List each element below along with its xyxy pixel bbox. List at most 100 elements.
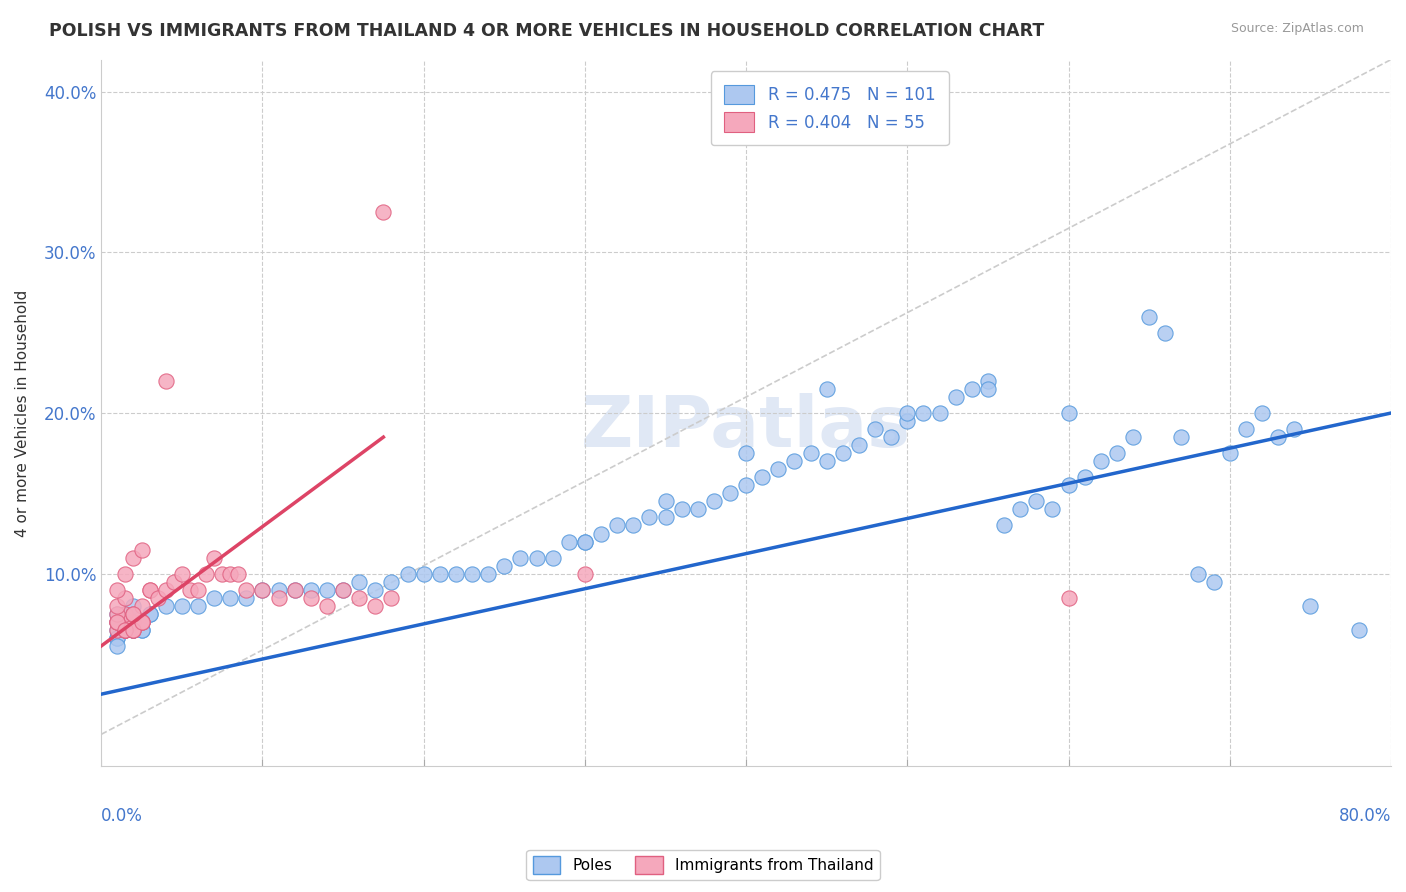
Point — [896, 414, 918, 428]
Point — [703, 494, 725, 508]
Point — [654, 494, 676, 508]
Point — [509, 550, 531, 565]
Point — [686, 502, 709, 516]
Text: 0.0%: 0.0% — [101, 806, 143, 824]
Point — [122, 615, 145, 629]
Point — [114, 623, 136, 637]
Text: ZIPatlas: ZIPatlas — [581, 392, 911, 462]
Point — [332, 582, 354, 597]
Point — [896, 406, 918, 420]
Point — [671, 502, 693, 516]
Point — [179, 582, 201, 597]
Point — [252, 582, 274, 597]
Point — [235, 582, 257, 597]
Point — [202, 550, 225, 565]
Point — [170, 566, 193, 581]
Point — [122, 607, 145, 621]
Point — [114, 623, 136, 637]
Point — [105, 607, 128, 621]
Point — [114, 623, 136, 637]
Point — [1057, 591, 1080, 605]
Point — [122, 615, 145, 629]
Point — [831, 446, 853, 460]
Point — [1170, 430, 1192, 444]
Point — [146, 591, 169, 605]
Point — [131, 615, 153, 629]
Point — [783, 454, 806, 468]
Point — [735, 446, 758, 460]
Point — [1284, 422, 1306, 436]
Point — [138, 607, 160, 621]
Point — [880, 430, 903, 444]
Point — [105, 639, 128, 653]
Point — [235, 591, 257, 605]
Point — [1251, 406, 1274, 420]
Point — [114, 615, 136, 629]
Point — [494, 558, 516, 573]
Point — [429, 566, 451, 581]
Point — [928, 406, 950, 420]
Point — [114, 615, 136, 629]
Point — [768, 462, 790, 476]
Point — [751, 470, 773, 484]
Point — [574, 534, 596, 549]
Point — [195, 566, 218, 581]
Point — [380, 591, 402, 605]
Point — [718, 486, 741, 500]
Point — [131, 623, 153, 637]
Point — [105, 615, 128, 629]
Point — [267, 582, 290, 597]
Point — [364, 599, 387, 613]
Y-axis label: 4 or more Vehicles in Household: 4 or more Vehicles in Household — [15, 289, 30, 537]
Point — [347, 574, 370, 589]
Point — [1057, 478, 1080, 492]
Point — [1105, 446, 1128, 460]
Point — [1042, 502, 1064, 516]
Point — [1299, 599, 1322, 613]
Point — [122, 623, 145, 637]
Point — [396, 566, 419, 581]
Point — [589, 526, 612, 541]
Point — [863, 422, 886, 436]
Point — [131, 542, 153, 557]
Point — [1122, 430, 1144, 444]
Point — [1234, 422, 1257, 436]
Point — [267, 591, 290, 605]
Point — [122, 599, 145, 613]
Point — [364, 582, 387, 597]
Point — [122, 615, 145, 629]
Point — [1025, 494, 1047, 508]
Point — [105, 615, 128, 629]
Point — [541, 550, 564, 565]
Point — [138, 582, 160, 597]
Point — [299, 582, 322, 597]
Point — [284, 582, 307, 597]
Point — [380, 574, 402, 589]
Point — [993, 518, 1015, 533]
Point — [316, 582, 339, 597]
Point — [1073, 470, 1095, 484]
Point — [202, 591, 225, 605]
Point — [155, 374, 177, 388]
Point — [122, 615, 145, 629]
Point — [122, 607, 145, 621]
Point — [299, 591, 322, 605]
Point — [122, 615, 145, 629]
Point — [131, 615, 153, 629]
Point — [606, 518, 628, 533]
Point — [1154, 326, 1177, 340]
Point — [815, 382, 838, 396]
Point — [1202, 574, 1225, 589]
Legend: R = 0.475   N = 101, R = 0.404   N = 55: R = 0.475 N = 101, R = 0.404 N = 55 — [711, 71, 949, 145]
Point — [347, 591, 370, 605]
Point — [131, 599, 153, 613]
Point — [1347, 623, 1369, 637]
Point — [105, 599, 128, 613]
Point — [526, 550, 548, 565]
Point — [945, 390, 967, 404]
Point — [105, 615, 128, 629]
Point — [155, 599, 177, 613]
Point — [131, 615, 153, 629]
Point — [138, 607, 160, 621]
Point — [105, 607, 128, 621]
